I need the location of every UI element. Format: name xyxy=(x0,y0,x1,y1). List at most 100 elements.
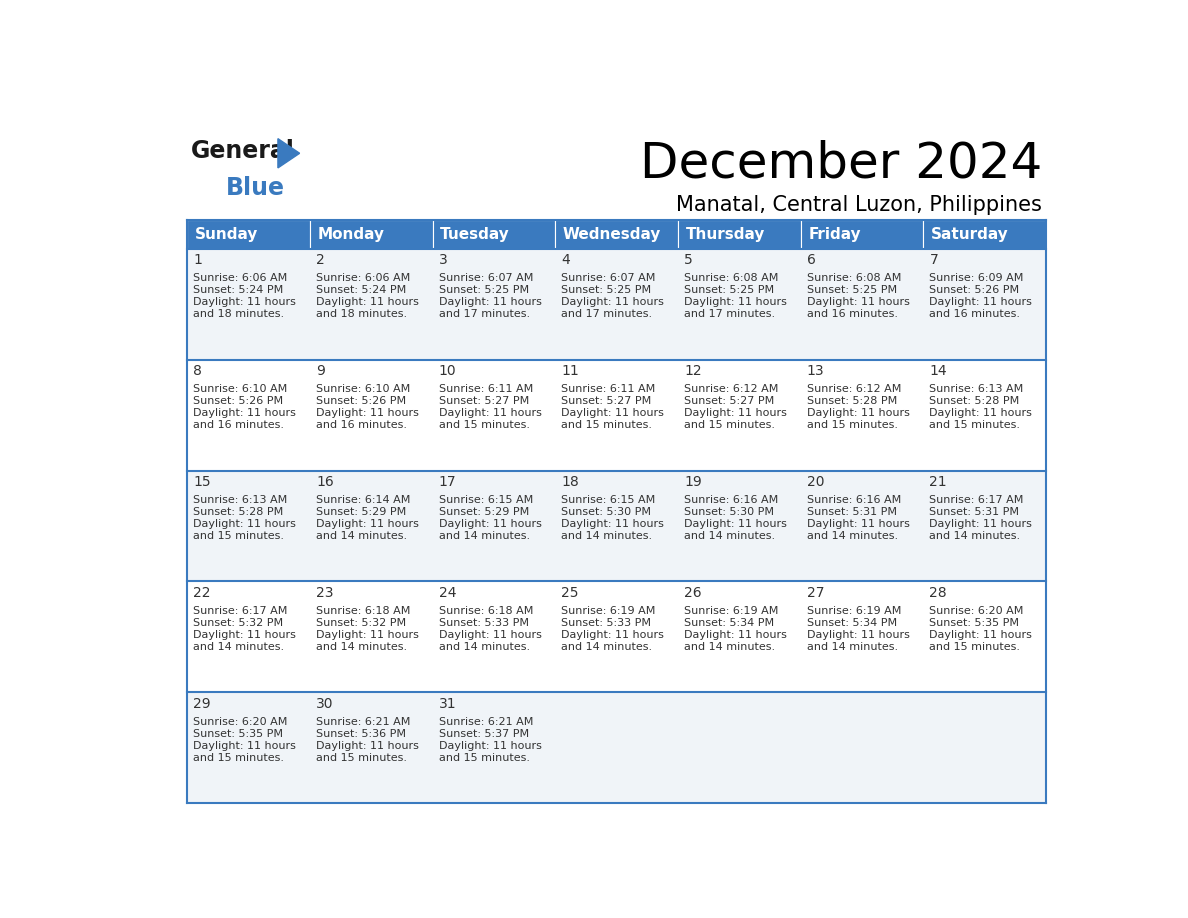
Bar xyxy=(923,249,1045,360)
Text: Sunset: 5:25 PM: Sunset: 5:25 PM xyxy=(807,285,897,296)
Text: Daylight: 11 hours: Daylight: 11 hours xyxy=(438,409,542,419)
Bar xyxy=(923,219,1045,249)
Bar xyxy=(801,581,923,692)
Bar xyxy=(678,219,801,249)
Text: Sunset: 5:24 PM: Sunset: 5:24 PM xyxy=(316,285,406,296)
Text: and 15 minutes.: and 15 minutes. xyxy=(438,420,530,431)
Bar xyxy=(801,249,923,360)
Text: Sunset: 5:26 PM: Sunset: 5:26 PM xyxy=(316,397,406,406)
Text: Daylight: 11 hours: Daylight: 11 hours xyxy=(684,519,786,529)
Text: Daylight: 11 hours: Daylight: 11 hours xyxy=(316,297,419,308)
Text: 7: 7 xyxy=(929,253,939,267)
Text: and 14 minutes.: and 14 minutes. xyxy=(438,642,530,652)
Text: Sunset: 5:34 PM: Sunset: 5:34 PM xyxy=(684,618,775,628)
Bar xyxy=(188,249,310,360)
Text: and 14 minutes.: and 14 minutes. xyxy=(316,531,407,541)
Text: Daylight: 11 hours: Daylight: 11 hours xyxy=(807,630,910,640)
Text: 24: 24 xyxy=(438,586,456,600)
Bar xyxy=(555,219,678,249)
Text: Saturday: Saturday xyxy=(931,227,1009,241)
Text: 28: 28 xyxy=(929,586,947,600)
Bar xyxy=(310,581,432,692)
Bar xyxy=(801,692,923,803)
Text: 2: 2 xyxy=(316,253,324,267)
Text: and 14 minutes.: and 14 minutes. xyxy=(807,642,898,652)
Text: 4: 4 xyxy=(562,253,570,267)
Text: 6: 6 xyxy=(807,253,816,267)
Bar xyxy=(188,360,310,471)
Text: Sunrise: 6:19 AM: Sunrise: 6:19 AM xyxy=(684,606,778,616)
Text: Daylight: 11 hours: Daylight: 11 hours xyxy=(562,519,664,529)
Text: Daylight: 11 hours: Daylight: 11 hours xyxy=(194,409,296,419)
Text: Daylight: 11 hours: Daylight: 11 hours xyxy=(316,409,419,419)
Bar xyxy=(923,360,1045,471)
Text: Sunrise: 6:19 AM: Sunrise: 6:19 AM xyxy=(807,606,902,616)
Bar xyxy=(310,692,432,803)
Text: 21: 21 xyxy=(929,476,947,489)
Text: Sunset: 5:29 PM: Sunset: 5:29 PM xyxy=(438,507,529,517)
Text: Tuesday: Tuesday xyxy=(441,227,510,241)
Text: Daylight: 11 hours: Daylight: 11 hours xyxy=(194,741,296,751)
Text: Sunrise: 6:09 AM: Sunrise: 6:09 AM xyxy=(929,274,1024,284)
Text: Sunset: 5:34 PM: Sunset: 5:34 PM xyxy=(807,618,897,628)
Text: and 18 minutes.: and 18 minutes. xyxy=(194,309,285,319)
Text: Daylight: 11 hours: Daylight: 11 hours xyxy=(807,519,910,529)
Text: 20: 20 xyxy=(807,476,824,489)
Text: Sunrise: 6:17 AM: Sunrise: 6:17 AM xyxy=(929,495,1024,505)
Bar xyxy=(923,581,1045,692)
Text: Friday: Friday xyxy=(808,227,861,241)
Text: and 16 minutes.: and 16 minutes. xyxy=(929,309,1020,319)
Text: and 17 minutes.: and 17 minutes. xyxy=(562,309,652,319)
Text: Daylight: 11 hours: Daylight: 11 hours xyxy=(194,630,296,640)
Text: 1: 1 xyxy=(194,253,202,267)
Bar xyxy=(678,692,801,803)
Text: and 15 minutes.: and 15 minutes. xyxy=(807,420,898,431)
Text: 16: 16 xyxy=(316,476,334,489)
Text: Sunset: 5:29 PM: Sunset: 5:29 PM xyxy=(316,507,406,517)
Text: Sunset: 5:28 PM: Sunset: 5:28 PM xyxy=(807,397,897,406)
Bar xyxy=(310,471,432,581)
Text: 12: 12 xyxy=(684,364,702,378)
Text: Sunrise: 6:16 AM: Sunrise: 6:16 AM xyxy=(684,495,778,505)
Text: Sunrise: 6:06 AM: Sunrise: 6:06 AM xyxy=(194,274,287,284)
Text: 26: 26 xyxy=(684,586,702,600)
Text: and 14 minutes.: and 14 minutes. xyxy=(194,642,285,652)
Text: 17: 17 xyxy=(438,476,456,489)
Text: Manatal, Central Luzon, Philippines: Manatal, Central Luzon, Philippines xyxy=(676,195,1042,215)
Text: Daylight: 11 hours: Daylight: 11 hours xyxy=(684,630,786,640)
Text: Daylight: 11 hours: Daylight: 11 hours xyxy=(562,297,664,308)
Text: Daylight: 11 hours: Daylight: 11 hours xyxy=(194,297,296,308)
Text: Wednesday: Wednesday xyxy=(563,227,662,241)
Text: Daylight: 11 hours: Daylight: 11 hours xyxy=(438,519,542,529)
Text: 22: 22 xyxy=(194,586,211,600)
Text: Sunrise: 6:20 AM: Sunrise: 6:20 AM xyxy=(194,717,287,727)
Text: Daylight: 11 hours: Daylight: 11 hours xyxy=(316,519,419,529)
Text: Sunset: 5:30 PM: Sunset: 5:30 PM xyxy=(562,507,651,517)
Text: and 14 minutes.: and 14 minutes. xyxy=(562,531,652,541)
Text: Sunset: 5:37 PM: Sunset: 5:37 PM xyxy=(438,729,529,739)
Text: Sunrise: 6:08 AM: Sunrise: 6:08 AM xyxy=(807,274,902,284)
Text: Sunset: 5:32 PM: Sunset: 5:32 PM xyxy=(194,618,284,628)
Bar xyxy=(432,692,555,803)
Text: Sunrise: 6:10 AM: Sunrise: 6:10 AM xyxy=(316,385,410,394)
Text: and 16 minutes.: and 16 minutes. xyxy=(807,309,898,319)
Text: Sunset: 5:25 PM: Sunset: 5:25 PM xyxy=(684,285,775,296)
Text: Sunrise: 6:07 AM: Sunrise: 6:07 AM xyxy=(438,274,533,284)
Text: Daylight: 11 hours: Daylight: 11 hours xyxy=(562,409,664,419)
Text: Sunset: 5:31 PM: Sunset: 5:31 PM xyxy=(807,507,897,517)
Text: and 15 minutes.: and 15 minutes. xyxy=(194,753,284,763)
Text: 13: 13 xyxy=(807,364,824,378)
Text: and 14 minutes.: and 14 minutes. xyxy=(562,642,652,652)
Text: Sunrise: 6:16 AM: Sunrise: 6:16 AM xyxy=(807,495,901,505)
Text: Daylight: 11 hours: Daylight: 11 hours xyxy=(194,519,296,529)
Text: Sunset: 5:35 PM: Sunset: 5:35 PM xyxy=(929,618,1019,628)
Text: and 17 minutes.: and 17 minutes. xyxy=(438,309,530,319)
Bar xyxy=(678,581,801,692)
Text: Sunrise: 6:12 AM: Sunrise: 6:12 AM xyxy=(807,385,902,394)
Text: and 15 minutes.: and 15 minutes. xyxy=(929,642,1020,652)
Text: and 15 minutes.: and 15 minutes. xyxy=(929,420,1020,431)
Text: Daylight: 11 hours: Daylight: 11 hours xyxy=(807,297,910,308)
Text: Daylight: 11 hours: Daylight: 11 hours xyxy=(929,519,1032,529)
Text: 10: 10 xyxy=(438,364,456,378)
Text: Sunrise: 6:13 AM: Sunrise: 6:13 AM xyxy=(929,385,1024,394)
